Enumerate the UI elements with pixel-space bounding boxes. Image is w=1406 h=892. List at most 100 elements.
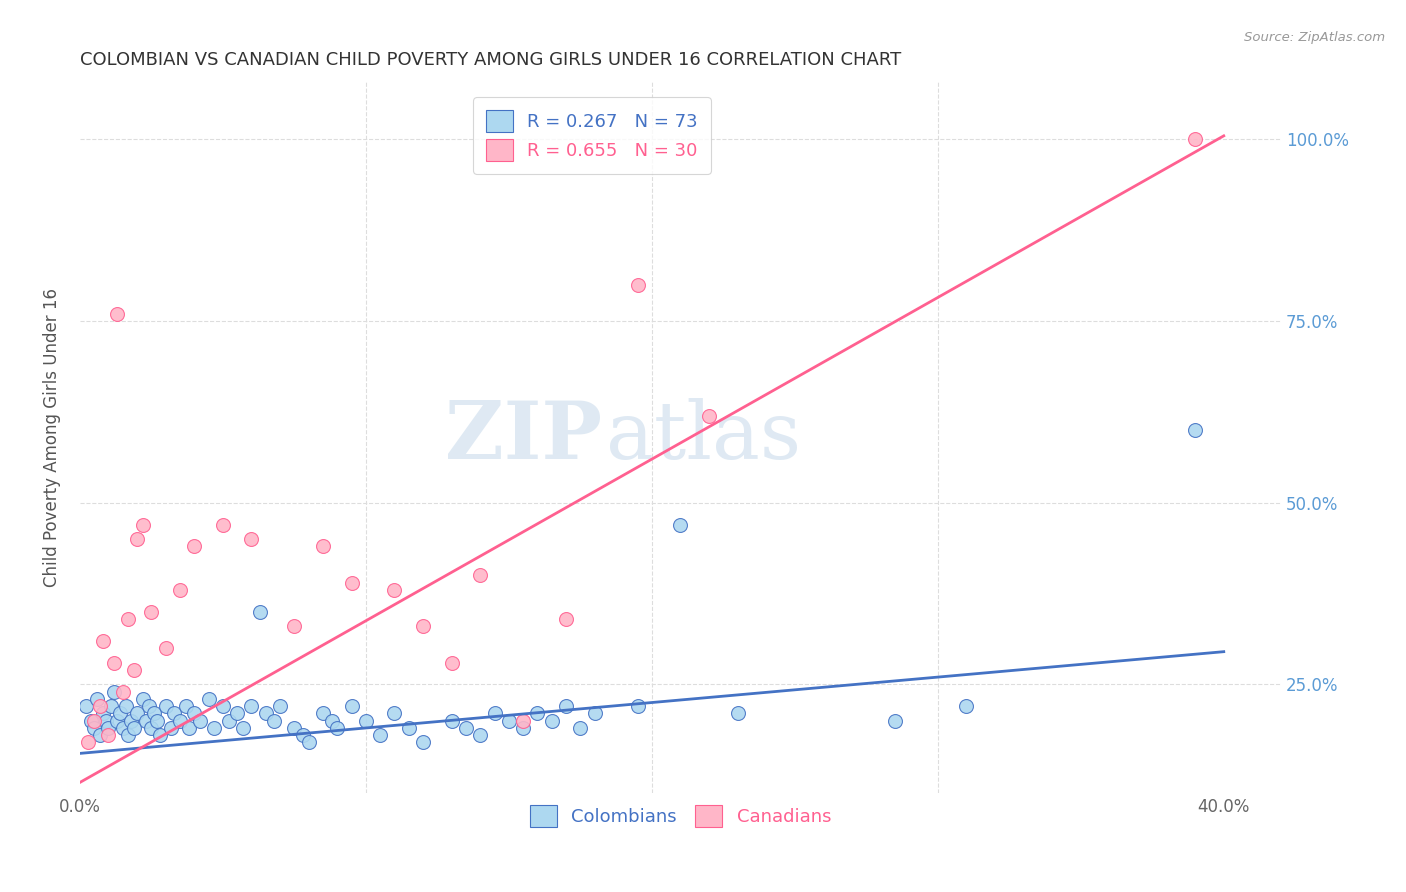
Point xyxy=(120,714,142,728)
Point xyxy=(103,684,125,698)
Point xyxy=(384,706,406,721)
Point xyxy=(340,575,363,590)
Point xyxy=(254,706,277,721)
Point xyxy=(75,699,97,714)
Point xyxy=(174,699,197,714)
Point xyxy=(141,605,163,619)
Point xyxy=(583,706,606,721)
Point xyxy=(135,714,157,728)
Point xyxy=(138,699,160,714)
Point xyxy=(97,721,120,735)
Point xyxy=(1184,132,1206,146)
Point xyxy=(240,532,263,546)
Point xyxy=(163,706,186,721)
Point xyxy=(727,706,749,721)
Point xyxy=(146,714,169,728)
Point xyxy=(212,517,235,532)
Point xyxy=(526,706,548,721)
Point xyxy=(555,699,578,714)
Point xyxy=(626,277,648,292)
Point xyxy=(326,721,349,735)
Point xyxy=(83,714,105,728)
Text: COLOMBIAN VS CANADIAN CHILD POVERTY AMONG GIRLS UNDER 16 CORRELATION CHART: COLOMBIAN VS CANADIAN CHILD POVERTY AMON… xyxy=(80,51,901,69)
Text: atlas: atlas xyxy=(606,399,801,476)
Text: Source: ZipAtlas.com: Source: ZipAtlas.com xyxy=(1244,31,1385,45)
Point xyxy=(269,699,291,714)
Point xyxy=(149,728,172,742)
Point xyxy=(555,612,578,626)
Point xyxy=(212,699,235,714)
Point xyxy=(263,714,285,728)
Point xyxy=(321,714,343,728)
Point xyxy=(340,699,363,714)
Point xyxy=(141,721,163,735)
Point xyxy=(291,728,314,742)
Point xyxy=(94,714,117,728)
Point xyxy=(398,721,420,735)
Point xyxy=(412,735,434,749)
Point xyxy=(470,728,492,742)
Point xyxy=(111,684,134,698)
Point xyxy=(183,539,205,553)
Point xyxy=(484,706,506,721)
Point xyxy=(218,714,240,728)
Point xyxy=(298,735,321,749)
Point xyxy=(108,706,131,721)
Point xyxy=(111,721,134,735)
Point xyxy=(569,721,592,735)
Point xyxy=(240,699,263,714)
Text: ZIP: ZIP xyxy=(446,399,602,476)
Point xyxy=(312,539,335,553)
Point xyxy=(283,721,305,735)
Point xyxy=(283,619,305,633)
Point xyxy=(117,612,139,626)
Point xyxy=(384,582,406,597)
Point xyxy=(169,582,191,597)
Point xyxy=(155,641,177,656)
Point xyxy=(955,699,977,714)
Point xyxy=(440,714,463,728)
Point xyxy=(183,706,205,721)
Point xyxy=(883,714,905,728)
Point xyxy=(114,699,136,714)
Point xyxy=(512,721,534,735)
Point xyxy=(105,714,128,728)
Point xyxy=(80,714,103,728)
Point xyxy=(125,706,148,721)
Point xyxy=(454,721,477,735)
Legend: Colombians, Canadians: Colombians, Canadians xyxy=(523,797,838,834)
Point xyxy=(669,517,692,532)
Point xyxy=(83,721,105,735)
Point xyxy=(540,714,562,728)
Point xyxy=(249,605,271,619)
Point xyxy=(89,728,111,742)
Y-axis label: Child Poverty Among Girls Under 16: Child Poverty Among Girls Under 16 xyxy=(44,288,60,587)
Point xyxy=(512,714,534,728)
Point xyxy=(122,721,145,735)
Point xyxy=(626,699,648,714)
Point xyxy=(117,728,139,742)
Point xyxy=(105,307,128,321)
Point xyxy=(440,656,463,670)
Point xyxy=(498,714,520,728)
Point xyxy=(177,721,200,735)
Point xyxy=(86,692,108,706)
Point xyxy=(132,692,155,706)
Point xyxy=(697,409,720,423)
Point xyxy=(77,735,100,749)
Point xyxy=(232,721,254,735)
Point xyxy=(89,699,111,714)
Point xyxy=(143,706,166,721)
Point xyxy=(125,532,148,546)
Point xyxy=(97,728,120,742)
Point xyxy=(155,699,177,714)
Point xyxy=(1184,423,1206,437)
Point xyxy=(312,706,335,721)
Point xyxy=(226,706,249,721)
Point xyxy=(412,619,434,633)
Point xyxy=(197,692,219,706)
Point xyxy=(368,728,391,742)
Point xyxy=(169,714,191,728)
Point xyxy=(202,721,225,735)
Point xyxy=(354,714,377,728)
